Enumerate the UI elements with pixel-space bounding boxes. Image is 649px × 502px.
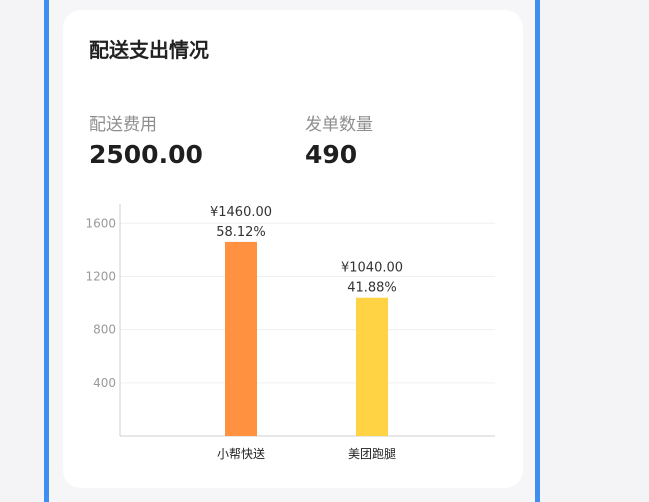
x-category-label: 小帮快送 [217,446,265,461]
y-tick-label: 400 [93,376,116,390]
delivery-fee-value: 2500.00 [89,140,203,169]
left-frame-border [44,0,49,502]
y-tick-label: 1600 [85,216,116,230]
y-tick-label: 1200 [85,269,116,283]
bar-2 [356,297,388,436]
order-count-label: 发单数量 [305,115,373,135]
y-tick-label: 800 [93,323,116,337]
card-title: 配送支出情况 [89,38,209,62]
right-frame-border [535,0,540,502]
expense-bar-chart: 400 800 1200 1600 ¥1460.00 58.12% 小帮快送 ¥1040.00… [85,204,495,461]
bar-percent-label: 58.12% [216,225,266,240]
bar-amount-label: ¥1040.00 [341,261,403,276]
delivery-fee-label: 配送费用 [89,115,157,135]
x-category-label: 美团跑腿 [348,447,396,461]
bar-amount-label: ¥1460.00 [210,205,272,220]
delivery-expense-card: 配送支出情况 配送费用 2500.00 发单数量 490 400 800 1200 1… [63,10,523,488]
order-count-value: 490 [305,140,358,169]
bar-1 [225,241,257,436]
bar-percent-label: 41.88% [347,281,397,296]
